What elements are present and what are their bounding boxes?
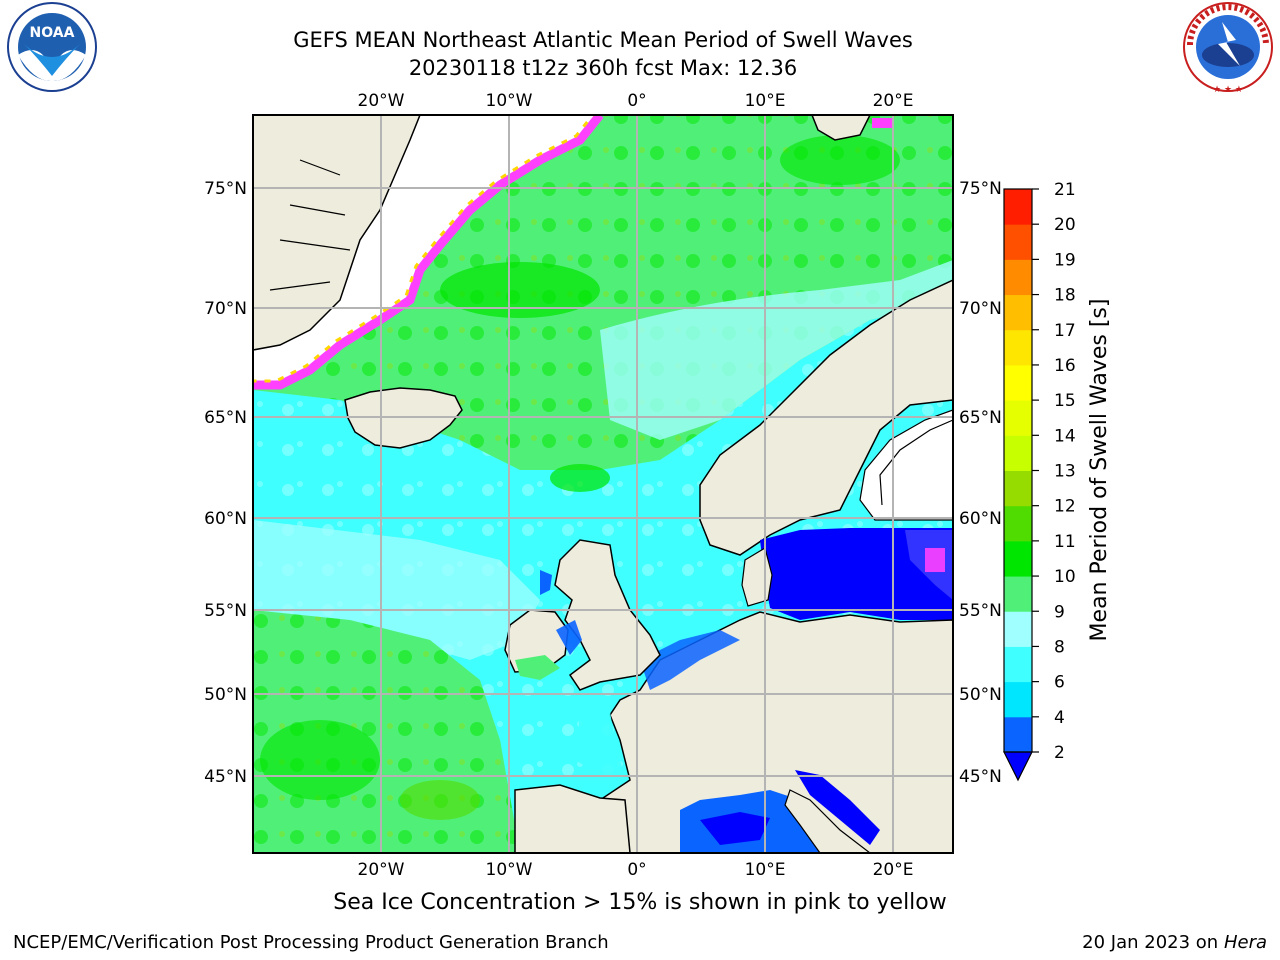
colorbar-tick: 8 xyxy=(1054,637,1065,657)
land-iberia xyxy=(514,784,631,853)
y-tick-right: 45°N xyxy=(959,767,1002,787)
colorbar-segment xyxy=(1004,329,1032,366)
colorbar-tick: 12 xyxy=(1054,497,1076,517)
colorbar-segment xyxy=(1004,716,1032,753)
y-tick-left: 70°N xyxy=(204,299,247,319)
y-tick-right: 60°N xyxy=(959,509,1002,529)
colorbar-tick: 18 xyxy=(1054,286,1076,306)
land-great-britain xyxy=(554,539,661,691)
x-tick-labels-bottom: 20°W 10°W 0° 10°E 20°E xyxy=(358,860,914,880)
colorbar-segment xyxy=(1004,576,1032,612)
chart-subtitle: 20230118 t12z 360h fcst Max: 12.36 xyxy=(408,56,798,80)
y-tick-left: 45°N xyxy=(204,767,247,787)
y-tick-left: 55°N xyxy=(204,601,247,621)
colorbar-segment xyxy=(1004,646,1032,683)
x-tick-bottom: 10°W xyxy=(486,860,533,880)
x-tick-bottom: 20°W xyxy=(358,860,405,880)
x-tick-bottom: 20°E xyxy=(873,860,914,880)
colorbar-tick: 4 xyxy=(1054,708,1065,728)
date-stamp: 20 Jan 2023 on Hera xyxy=(1082,932,1267,953)
colorbar-label: Mean Period of Swell Waves [s] xyxy=(1087,299,1112,642)
colorbar-tick: 6 xyxy=(1054,673,1065,693)
baltic-sea xyxy=(760,528,953,620)
y-tick-left: 50°N xyxy=(204,685,247,705)
colorbar-segment xyxy=(1004,540,1032,577)
colorbar-tick: 14 xyxy=(1054,426,1076,446)
colorbar-segment xyxy=(1004,611,1032,647)
colorbar-segment xyxy=(1004,364,1032,401)
map-frame xyxy=(252,114,954,854)
colorbar-extend-min xyxy=(1003,751,1033,782)
sea-ice-edge xyxy=(253,115,604,390)
x-tick-top: 20°W xyxy=(358,91,405,111)
adriatic xyxy=(795,770,880,845)
y-tick-right: 65°N xyxy=(959,408,1002,428)
y-tick-left: 65°N xyxy=(204,408,247,428)
y-tick-left: 75°N xyxy=(204,179,247,199)
land-svalbard xyxy=(811,115,871,141)
colorbar-tick: 9 xyxy=(1054,602,1065,622)
graticule xyxy=(253,115,953,853)
colorbar-segment xyxy=(1004,505,1032,542)
x-tick-bottom: 0° xyxy=(627,860,646,880)
x-tick-labels-top: 20°W 10°W 0° 10°E 20°E xyxy=(358,91,914,111)
colorbar-tick: 20 xyxy=(1054,215,1076,235)
x-tick-top: 20°E xyxy=(873,91,914,111)
colorbar-segment xyxy=(1004,435,1032,471)
machine-name: Hera xyxy=(1223,932,1267,953)
x-tick-bottom: 10°E xyxy=(745,860,786,880)
sea-ice-caption: Sea Ice Concentration > 15% is shown in … xyxy=(333,890,947,915)
colorbar-segment xyxy=(1004,259,1032,296)
colorbar-segment xyxy=(1004,189,1032,225)
y-tick-labels-right: 75°N 70°N 65°N 60°N 55°N 50°N 45°N xyxy=(959,179,1002,787)
svg-text:★ ★ ★: ★ ★ ★ xyxy=(1213,85,1243,95)
colorbar-tick: 2 xyxy=(1054,743,1065,763)
y-tick-right: 50°N xyxy=(959,685,1002,705)
y-tick-right: 70°N xyxy=(959,299,1002,319)
x-tick-top: 0° xyxy=(627,91,646,111)
colorbar-segment xyxy=(1004,224,1032,260)
x-tick-top: 10°W xyxy=(486,91,533,111)
y-tick-right: 55°N xyxy=(959,601,1002,621)
colorbar-tick: 15 xyxy=(1054,391,1076,411)
noaa-logo-text: NOAA xyxy=(30,25,75,41)
y-tick-right: 75°N xyxy=(959,179,1002,199)
map-area xyxy=(253,115,953,853)
colorbar-tick: 11 xyxy=(1054,532,1076,552)
land-greenland xyxy=(253,115,421,351)
nws-logo: ★ ★ ★ xyxy=(1183,2,1273,95)
credit-text: NCEP/EMC/Verification Post Processing Pr… xyxy=(13,932,609,953)
colorbar-segment xyxy=(1004,470,1032,507)
colorbar-tick: 21 xyxy=(1054,180,1076,200)
y-tick-labels-left: 75°N 70°N 65°N 60°N 55°N 50°N 45°N xyxy=(204,179,247,787)
colorbar: 2 4 6 8 9 10 11 12 13 14 15 16 17 18 19 20 21 xyxy=(1003,180,1076,782)
colorbar-tick: 13 xyxy=(1054,462,1076,482)
colorbar-tick: 19 xyxy=(1054,250,1076,270)
colorbar-tick: 10 xyxy=(1054,567,1076,587)
noaa-logo: NOAA xyxy=(7,2,97,92)
colorbar-tick: 16 xyxy=(1054,356,1076,376)
y-tick-left: 60°N xyxy=(204,509,247,529)
chart-title: GEFS MEAN Northeast Atlantic Mean Period… xyxy=(293,28,913,52)
colorbar-segment xyxy=(1004,400,1032,436)
x-tick-top: 10°E xyxy=(745,91,786,111)
date-text: 20 Jan 2023 on xyxy=(1082,932,1224,953)
colorbar-segment xyxy=(1004,681,1032,718)
colorbar-tick: 17 xyxy=(1054,321,1076,341)
colorbar-segment xyxy=(1004,294,1032,331)
